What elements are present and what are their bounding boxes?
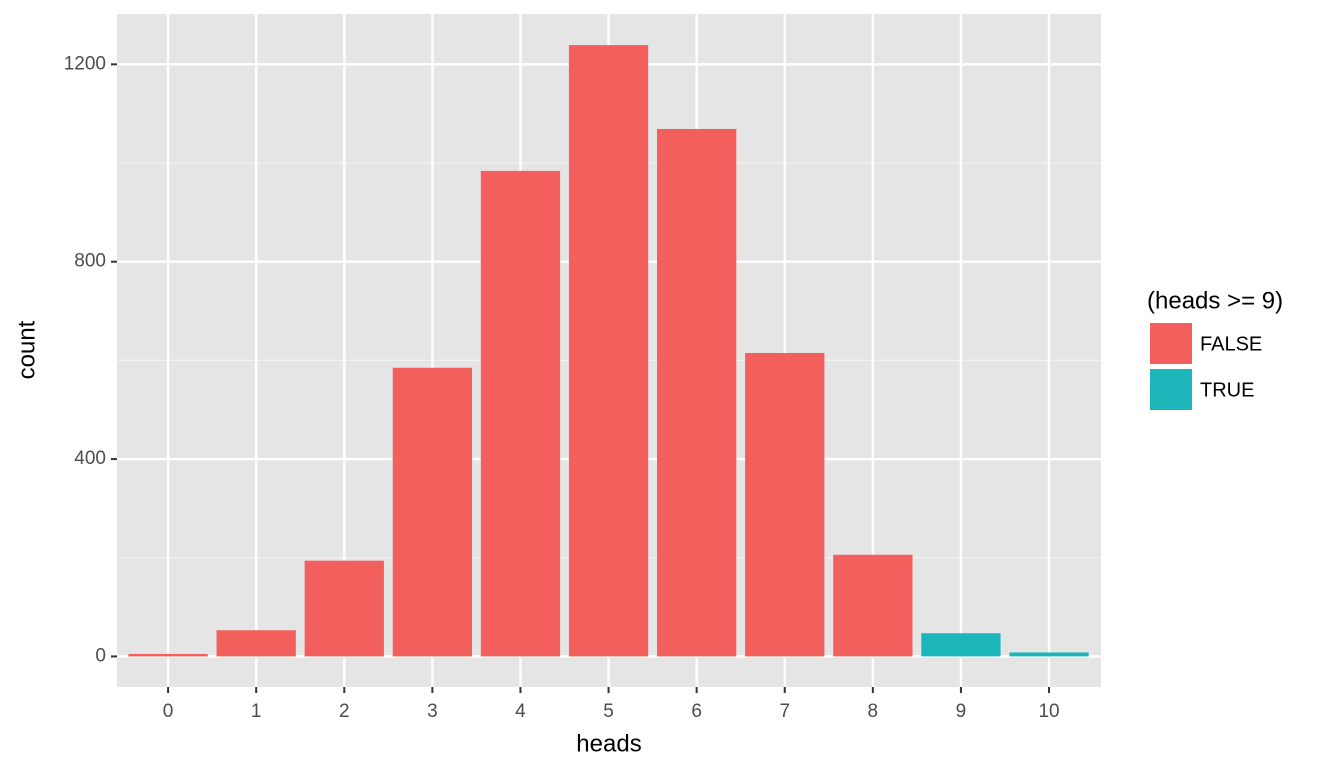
bar bbox=[568, 45, 649, 657]
legend-key bbox=[1150, 369, 1192, 410]
bar bbox=[128, 653, 208, 657]
x-tick-label: 4 bbox=[515, 701, 526, 722]
bar bbox=[833, 554, 913, 657]
x-tick-label: 2 bbox=[339, 701, 350, 722]
x-tick-label: 5 bbox=[603, 701, 614, 722]
x-tick-label: 9 bbox=[956, 701, 967, 722]
bar bbox=[745, 352, 825, 657]
bar bbox=[304, 560, 384, 657]
y-tick-label: 1200 bbox=[64, 53, 106, 74]
y-tick-label: 0 bbox=[95, 645, 106, 666]
bar bbox=[1009, 652, 1089, 657]
bar bbox=[392, 367, 473, 657]
legend-title: (heads >= 9) bbox=[1147, 287, 1283, 314]
x-tick-label: 0 bbox=[163, 701, 174, 722]
bar bbox=[657, 128, 737, 657]
x-tick-label: 3 bbox=[427, 701, 438, 722]
bar bbox=[921, 633, 1001, 657]
legend-label: TRUE bbox=[1200, 379, 1254, 401]
y-axis-title: count bbox=[13, 320, 40, 379]
legend-key bbox=[1150, 323, 1192, 364]
y-tick-label: 800 bbox=[74, 251, 106, 272]
x-tick-label: 7 bbox=[779, 701, 790, 722]
y-tick-label: 400 bbox=[74, 448, 106, 469]
x-tick-label: 6 bbox=[691, 701, 702, 722]
x-tick-label: 8 bbox=[868, 701, 879, 722]
x-tick-label: 10 bbox=[1038, 701, 1059, 722]
x-axis-title: heads bbox=[576, 730, 641, 757]
x-tick-label: 1 bbox=[251, 701, 262, 722]
bar bbox=[480, 170, 561, 657]
bar bbox=[216, 630, 296, 657]
legend-label: FALSE bbox=[1200, 333, 1262, 355]
